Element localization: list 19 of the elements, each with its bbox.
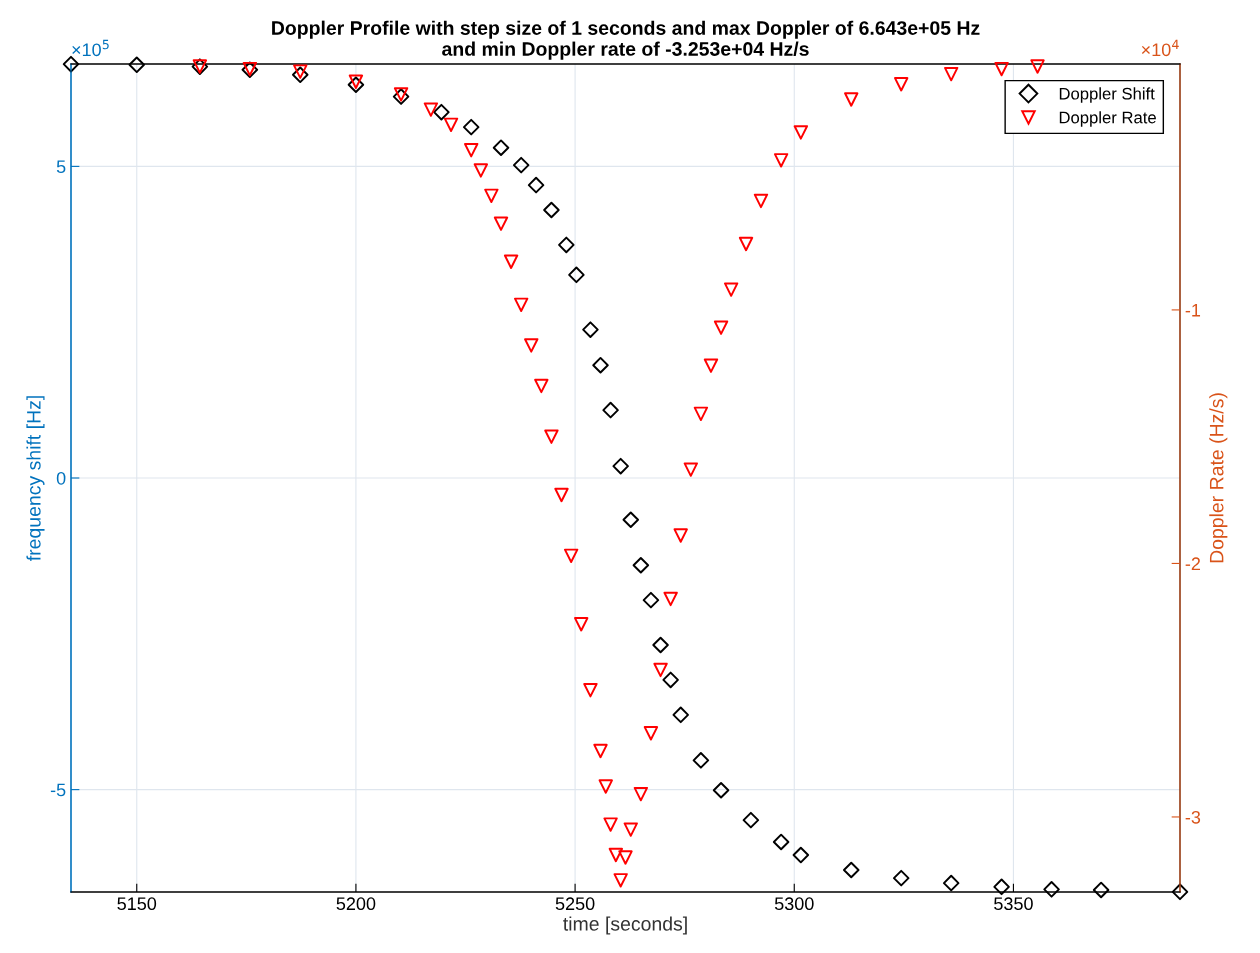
y-tick-label: 0 <box>56 471 66 485</box>
y2-tick-label: -1 <box>1185 304 1201 317</box>
y2-axis-title: Doppler Rate (Hz/s) <box>1209 393 1228 563</box>
x-tick-label: 5350 <box>994 897 1033 911</box>
y-tick-label: 5 <box>56 160 66 174</box>
x-tick-label: 5250 <box>555 897 595 911</box>
y-tick-label: -5 <box>50 783 66 797</box>
x-axis-title: time [seconds] <box>563 916 687 935</box>
x-tick-label: 5200 <box>336 897 376 911</box>
legend-label: Doppler Shift <box>1059 87 1155 103</box>
y2-tick-label: -3 <box>1185 810 1201 824</box>
y2-tick-label: -2 <box>1185 557 1201 570</box>
x-tick-label: 5300 <box>774 897 814 911</box>
text: ×10$^{4}$ <box>1141 39 1179 57</box>
text: ×10$^{5}$ <box>72 39 109 57</box>
y-axis-title: frequency shift [Hz] <box>26 396 45 561</box>
x-tick-label: 5150 <box>117 897 157 911</box>
legend-label: Doppler Rate <box>1059 111 1156 127</box>
chart-title: Doppler Profile with step size of 1 seconds and max Doppler of 6.643e+05 Hz and min Doppler rate of -3.253e+04 Hz/s <box>272 20 980 60</box>
